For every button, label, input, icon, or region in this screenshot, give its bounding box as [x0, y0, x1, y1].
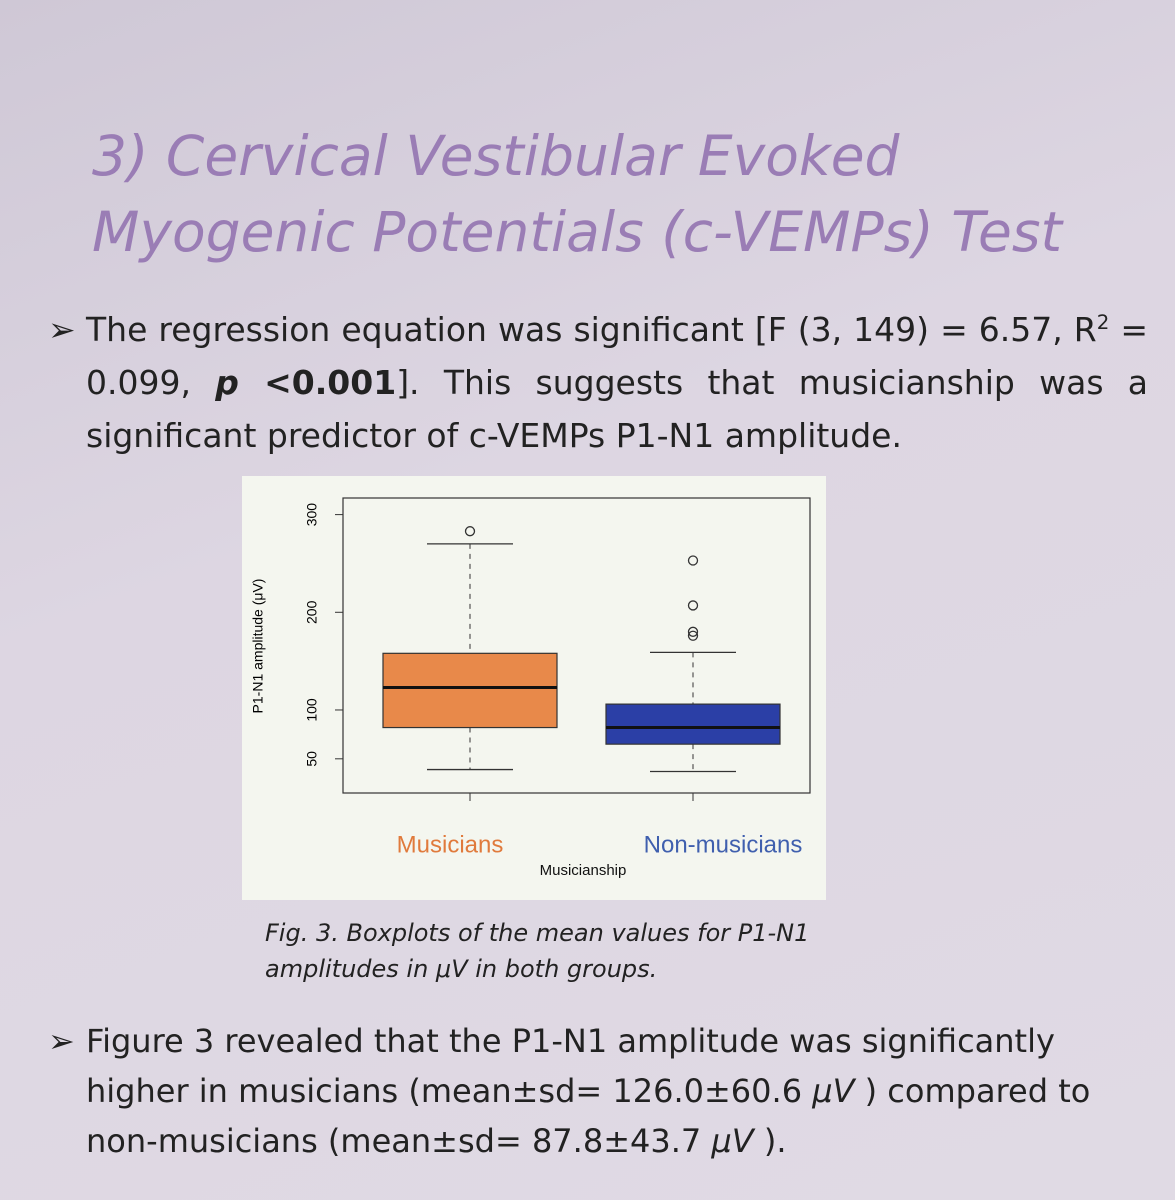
bullet-text: ) compared to non-musicians (mean±sd= 87… — [86, 1072, 1091, 1160]
y-tick-label: 200 — [304, 600, 320, 624]
plot-frame — [342, 497, 811, 794]
bullet-text: = 0.099, — [86, 310, 1149, 402]
y-tick-label: 300 — [304, 503, 320, 527]
bullet-text: ]. This suggests that musicianship was a… — [86, 363, 1149, 455]
outlier — [687, 600, 699, 611]
bullet-text: μV — [812, 1072, 855, 1110]
x-tick-label: Non-musicians — [644, 831, 803, 858]
outlier — [687, 630, 699, 641]
bullet-marker: ➢ — [48, 1022, 75, 1060]
y-tick-label: 50 — [304, 751, 320, 767]
outlier — [464, 526, 476, 537]
y-tick-label: 100 — [304, 698, 320, 722]
x-tick-label: Musicians — [397, 831, 504, 858]
figure-caption: Fig. 3. Boxplots of the mean values for … — [265, 919, 810, 983]
chart: P1-N1 amplitude (μV) Musicianship 50 100 2… — [242, 476, 826, 900]
box — [382, 652, 558, 729]
bullet-text: <0.001 — [238, 363, 397, 402]
bullet-text: ). — [753, 1122, 787, 1160]
outlier — [687, 626, 699, 637]
bullet: ➢ The regression equation was significant… — [48, 303, 1148, 462]
box — [605, 703, 781, 745]
bullet-marker: ➢ — [48, 310, 76, 349]
bullet: ➢ Figure 3 revealed that the P1-N1 amplit… — [48, 1016, 1148, 1166]
bullet-text: 2 — [1096, 311, 1110, 334]
y-axis-label: P1-N1 amplitude (μV) — [250, 579, 266, 714]
slide-title: 3) Cervical Vestibular Evoked Myogenic P… — [92, 124, 1063, 264]
outlier — [687, 555, 699, 566]
bullet-text: μV — [711, 1122, 754, 1160]
bullet-text: The regression equation was significant … — [86, 310, 1097, 349]
bullet-text: Figure 3 revealed that the P1-N1 amplitu… — [86, 1022, 1055, 1110]
x-axis-label: Musicianship — [540, 862, 627, 879]
bullet-text: p — [215, 363, 239, 402]
